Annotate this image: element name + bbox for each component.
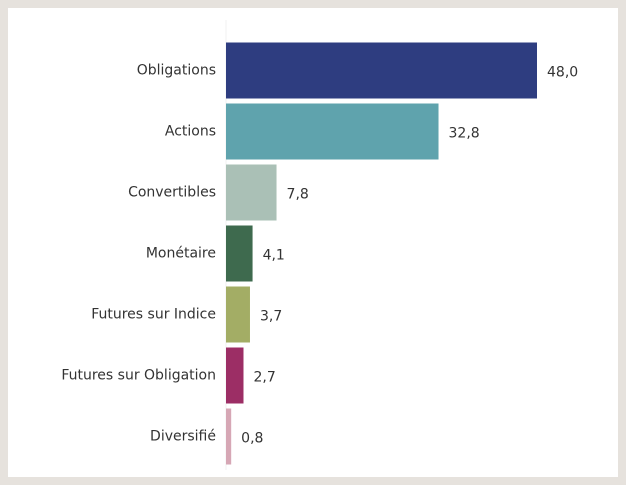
- value-label: 32,8: [449, 126, 480, 142]
- category-label: Actions: [165, 124, 216, 140]
- bar: [226, 164, 277, 221]
- value-label: 4,1: [263, 248, 285, 264]
- category-label: Convertibles: [128, 185, 216, 201]
- category-label: Futures sur Obligation: [61, 368, 216, 384]
- bar: [226, 225, 253, 282]
- value-label: 48,0: [547, 65, 578, 81]
- bar: [226, 103, 439, 160]
- bar: [226, 42, 537, 99]
- value-label: 7,8: [287, 187, 309, 203]
- category-label: Obligations: [137, 63, 216, 79]
- bar: [226, 408, 232, 465]
- category-label: Monétaire: [146, 246, 216, 262]
- value-label: 3,7: [260, 309, 282, 325]
- value-label: 0,8: [241, 431, 263, 447]
- value-label: 2,7: [253, 370, 275, 386]
- bar: [226, 347, 244, 404]
- category-label: Futures sur Indice: [91, 307, 216, 323]
- category-label: Diversifié: [150, 429, 216, 445]
- bar: [226, 286, 250, 343]
